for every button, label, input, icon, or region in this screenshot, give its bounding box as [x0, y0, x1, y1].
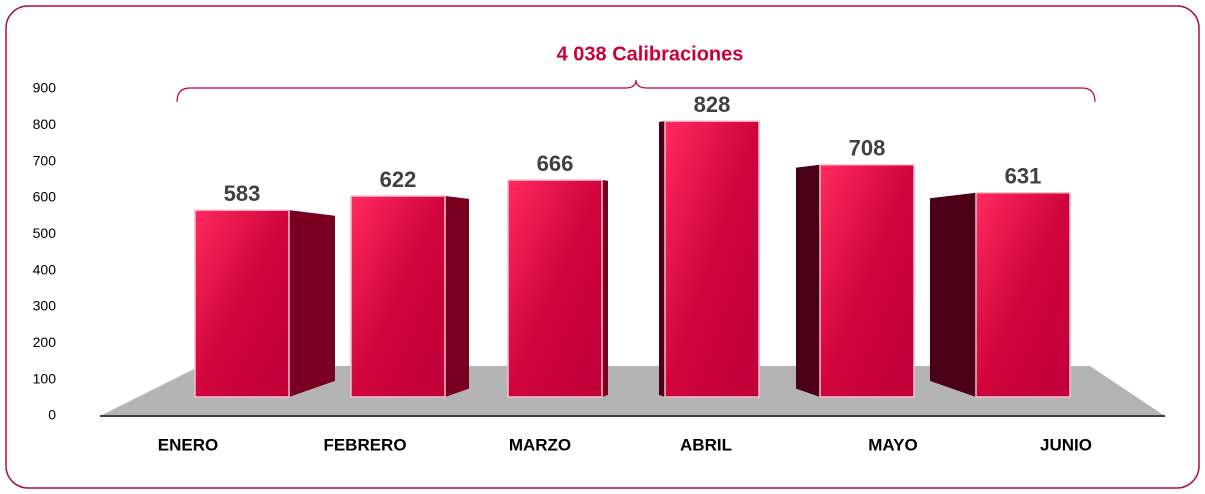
x-tick-label: MAYO	[868, 435, 917, 454]
y-tick-label: 100	[33, 370, 57, 386]
data-label: 583	[224, 181, 261, 206]
data-label: 631	[1005, 164, 1042, 189]
bar-side	[796, 164, 820, 397]
data-label: 622	[380, 167, 417, 192]
data-label: 666	[537, 151, 574, 176]
bar	[664, 120, 760, 398]
y-tick-label: 400	[33, 261, 57, 277]
bar-side	[659, 121, 665, 397]
bar-side	[445, 196, 469, 397]
chart-title: 4 038 Calibraciones	[557, 43, 744, 65]
y-tick-label: 0	[48, 407, 56, 423]
bar-side	[289, 210, 335, 397]
x-tick-label: FEBRERO	[323, 435, 406, 454]
x-tick-label: JUNIO	[1040, 435, 1092, 454]
x-tick-label: ABRIL	[680, 435, 732, 454]
y-tick-label: 600	[33, 189, 57, 205]
y-tick-label: 500	[33, 225, 57, 241]
bar-side	[930, 192, 976, 397]
bar	[350, 195, 446, 398]
bar	[507, 179, 603, 398]
y-tick-label: 200	[33, 334, 57, 350]
y-tick-label: 900	[33, 80, 57, 96]
bar	[194, 209, 290, 398]
x-tick-label: MARZO	[509, 435, 571, 454]
bracket	[176, 79, 1096, 103]
y-tick-label: 300	[33, 298, 57, 314]
data-label: 708	[849, 136, 886, 161]
bar	[975, 191, 1071, 398]
y-tick-label: 700	[33, 152, 57, 168]
data-label: 828	[694, 92, 731, 117]
bar	[819, 164, 915, 398]
x-tick-label: ENERO	[158, 435, 218, 454]
bar-side	[602, 180, 608, 397]
y-tick-label: 800	[33, 116, 57, 132]
